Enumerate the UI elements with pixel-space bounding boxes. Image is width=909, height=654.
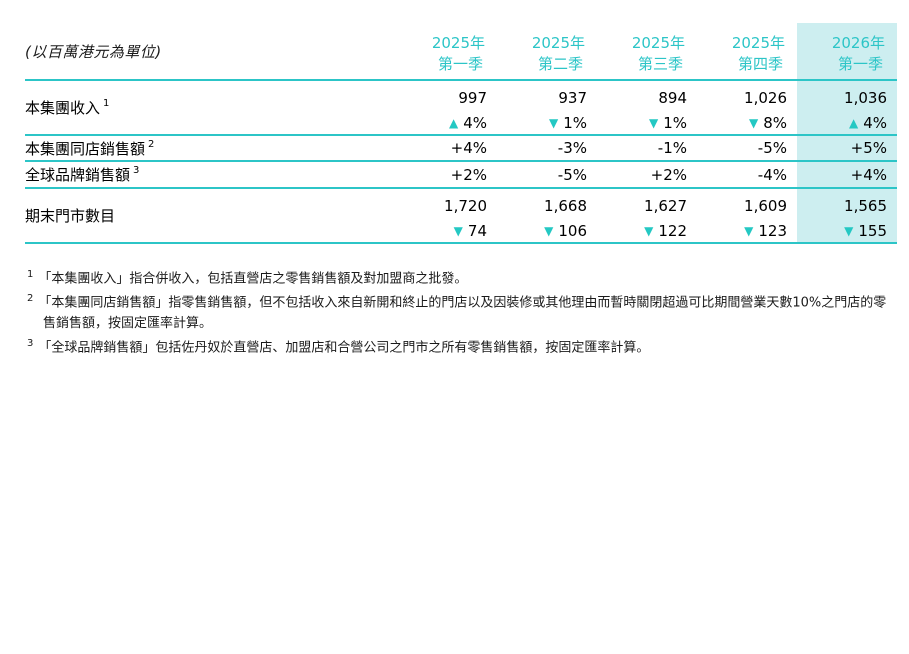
- footnote-2: 2 「本集團同店銷售額」指零售銷售額，但不包括收入來自新開和終止的門店以及因裝修或…: [27, 289, 897, 333]
- arrow-down-icon: ▼: [744, 224, 754, 238]
- footnote-2-text: 「本集團同店銷售額」指零售銷售額，但不包括收入來自新開和終止的門店以及因裝修或其…: [38, 295, 887, 331]
- global-brand-cell-q1: +2%: [397, 161, 497, 189]
- store-count-cell-q3: 1,627 ▼ 122: [597, 188, 697, 244]
- table-row-same-store-sales: 本集團同店銷售額 2 +4% -3% -1% -5% +5%: [25, 135, 897, 162]
- change-value: 8%: [763, 114, 787, 132]
- store-count-cell-q2: 1,668 ▼ 106: [497, 188, 597, 244]
- change-value: 155: [858, 222, 887, 240]
- arrow-down-icon: ▼: [648, 116, 659, 130]
- same-store-cell-q4: -5%: [697, 135, 797, 162]
- change-value: 123: [758, 222, 787, 240]
- change-value: 74: [467, 222, 487, 240]
- arrow-down-icon: ▼: [453, 224, 463, 238]
- arrow-down-icon: ▼: [548, 116, 559, 130]
- global-brand-cell-q3: +2%: [597, 161, 697, 189]
- arrow-down-icon: ▼: [748, 116, 759, 130]
- table-row-revenue: 本集團收入 1 997 ▲ 4% 937 ▼ 1% 894 ▼ 1% 1,026 ▼ 8%: [25, 80, 897, 136]
- same-store-cell-q2: -3%: [497, 135, 597, 162]
- arrow-down-icon: ▼: [644, 224, 654, 238]
- row-label-global-brand-sales: 全球品牌銷售額 3: [25, 161, 397, 189]
- unit-label: (以百萬港元為單位): [25, 42, 162, 61]
- store-count-cell-q4: 1,609 ▼ 123: [697, 188, 797, 244]
- same-store-cell-q1: +4%: [397, 135, 497, 162]
- header-row: (以百萬港元為單位) 2025年 第一季 2025年 第二季 2025年 第三季…: [25, 23, 897, 81]
- arrow-down-icon: ▼: [544, 224, 554, 238]
- change-value: 4%: [863, 114, 887, 132]
- revenue-cell-q2: 937 ▼ 1%: [497, 80, 597, 136]
- quarterly-results-table: (以百萬港元為單位) 2025年 第一季 2025年 第二季 2025年 第三季…: [25, 23, 897, 244]
- revenue-cell-2026q1: 1,036 ▲ 4%: [797, 80, 897, 136]
- revenue-cell-q3: 894 ▼ 1%: [597, 80, 697, 136]
- global-brand-cell-q4: -4%: [697, 161, 797, 189]
- table-row-store-count: 期末門市數目 1,720 ▼ 74 1,668 ▼ 106 1,627 ▼ 122 1…: [25, 188, 897, 244]
- global-brand-cell-2026q1: +4%: [797, 161, 897, 189]
- change-value: 106: [558, 222, 587, 240]
- store-count-cell-2026q1: 1,565 ▼ 155: [797, 188, 897, 244]
- footnote-1-text: 「本集團收入」指合併收入，包括直營店之零售銷售額及對加盟商之批發。: [38, 271, 468, 287]
- footnote-1-ref: 1: [27, 269, 34, 280]
- footnote-1: 1 「本集團收入」指合併收入，包括直營店之零售銷售額及對加盟商之批發。: [27, 265, 897, 289]
- footnote-ref-2: 2: [148, 138, 155, 150]
- row-label-same-store-sales: 本集團同店銷售額 2: [25, 135, 397, 162]
- row-label-revenue: 本集團收入 1: [25, 80, 397, 136]
- unit-header-cell: (以百萬港元為單位): [25, 23, 397, 81]
- table-row-global-brand-sales: 全球品牌銷售額 3 +2% -5% +2% -4% +4%: [25, 161, 897, 189]
- footnote-3: 3 「全球品牌銷售額」包括佐丹奴於直營店、加盟店和合營公司之門市之所有零售銷售額，…: [27, 334, 897, 358]
- row-label-store-count: 期末門市數目: [25, 188, 397, 244]
- column-header-2026-q1-highlighted: 2026年 第一季: [797, 23, 897, 81]
- revenue-cell-q4: 1,026 ▼ 8%: [697, 80, 797, 136]
- footnote-2-ref: 2: [27, 293, 34, 305]
- change-value: 1%: [663, 114, 687, 132]
- column-header-2025-q2: 2025年 第二季: [497, 23, 597, 81]
- same-store-cell-q3: -1%: [597, 135, 697, 162]
- store-count-cell-q1: 1,720 ▼ 74: [397, 188, 497, 244]
- revenue-cell-q1: 997 ▲ 4%: [397, 80, 497, 136]
- column-header-2025-q1: 2025年 第一季: [397, 23, 497, 81]
- arrow-up-icon: ▲: [448, 116, 459, 130]
- change-value: 122: [658, 222, 687, 240]
- footnote-ref-1: 1: [103, 98, 110, 109]
- footnote-ref-3: 3: [133, 165, 140, 176]
- footnote-3-ref: 3: [27, 337, 34, 349]
- arrow-up-icon: ▲: [848, 116, 859, 130]
- footnotes-section: 1 「本集團收入」指合併收入，包括直營店之零售銷售額及對加盟商之批發。 2 「本集團…: [27, 265, 897, 358]
- quarterly-results-page: (以百萬港元為單位) 2025年 第一季 2025年 第二季 2025年 第三季…: [0, 23, 909, 654]
- change-value: 1%: [563, 114, 587, 132]
- global-brand-cell-q2: -5%: [497, 161, 597, 189]
- arrow-down-icon: ▼: [844, 224, 854, 238]
- column-header-2025-q4: 2025年 第四季: [697, 23, 797, 81]
- footnote-3-text: 「全球品牌銷售額」包括佐丹奴於直營店、加盟店和合營公司之門市之所有零售銷售額，按…: [38, 339, 650, 355]
- change-value: 4%: [463, 114, 487, 132]
- column-header-2025-q3: 2025年 第三季: [597, 23, 697, 81]
- same-store-cell-2026q1: +5%: [797, 135, 897, 162]
